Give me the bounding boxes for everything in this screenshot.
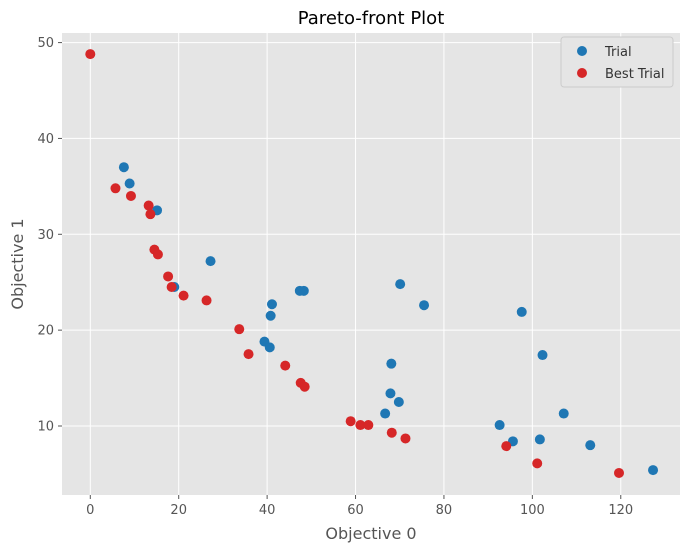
y-tick-label: 10 xyxy=(37,419,54,434)
best-trial-point xyxy=(234,324,245,335)
trial-point xyxy=(494,420,505,431)
trial-point xyxy=(648,465,659,476)
x-tick-label: 20 xyxy=(170,503,187,518)
best-trial-point xyxy=(110,183,121,194)
legend-label-trial: Trial xyxy=(604,45,632,60)
best-trial-point xyxy=(363,420,374,431)
best-trial-point xyxy=(85,49,96,60)
best-trial-point xyxy=(613,467,624,478)
best-trial-point xyxy=(386,427,397,438)
x-tick-label: 120 xyxy=(608,503,633,518)
data-points xyxy=(85,49,659,478)
trial-point xyxy=(585,440,596,451)
trial-point xyxy=(266,299,277,310)
best-trial-point xyxy=(400,433,411,444)
trial-point xyxy=(265,310,276,321)
best-trial-point xyxy=(152,249,163,260)
trial-point xyxy=(118,162,129,173)
legend-marker-trial xyxy=(577,46,587,56)
y-tick-label: 30 xyxy=(37,228,54,243)
best-trial-point xyxy=(178,290,189,301)
best-trial-point xyxy=(163,271,174,282)
trial-point xyxy=(534,434,545,445)
x-tick-label: 80 xyxy=(436,503,453,518)
best-trial-point xyxy=(145,209,156,220)
trial-point xyxy=(264,342,275,353)
best-trial-point xyxy=(355,420,366,431)
y-tick-label: 20 xyxy=(37,324,54,339)
chart-title: Pareto-front Plot xyxy=(298,8,445,29)
y-tick-label: 40 xyxy=(37,132,54,147)
trial-point xyxy=(516,306,527,317)
trial-point xyxy=(298,285,309,296)
trial-point xyxy=(419,300,430,311)
x-tick-label: 100 xyxy=(520,503,545,518)
legend-marker-best-trial xyxy=(577,68,587,78)
plot-area xyxy=(62,33,680,495)
trial-point xyxy=(205,256,216,267)
y-tick-label: 50 xyxy=(37,36,54,51)
trial-point xyxy=(380,408,391,419)
best-trial-point xyxy=(166,282,177,293)
legend: Trial Best Trial xyxy=(560,36,674,88)
best-trial-point xyxy=(299,381,310,392)
best-trial-point xyxy=(125,190,136,201)
x-axis-ticks: 0 20 40 60 80 100 120 xyxy=(86,495,633,518)
best-trial-point xyxy=(201,295,212,306)
x-axis-label: Objective 0 xyxy=(325,524,416,543)
y-axis-ticks: 10 20 30 40 50 xyxy=(37,36,62,434)
best-trial-point xyxy=(280,360,291,371)
trial-point xyxy=(395,279,406,290)
trial-point xyxy=(124,178,135,189)
x-tick-label: 60 xyxy=(347,503,364,518)
best-trial-point xyxy=(143,200,154,211)
x-tick-label: 40 xyxy=(259,503,276,518)
y-axis-label: Objective 1 xyxy=(8,218,27,309)
trial-point xyxy=(558,408,569,419)
legend-box xyxy=(560,36,674,88)
trial-point xyxy=(537,350,548,361)
trial-point xyxy=(385,388,396,399)
x-tick-label: 0 xyxy=(86,503,94,518)
trial-point xyxy=(393,397,404,408)
legend-label-best-trial: Best Trial xyxy=(605,67,664,82)
trial-point xyxy=(386,358,397,369)
best-trial-point xyxy=(501,441,512,452)
best-trial-point xyxy=(532,458,543,469)
best-trial-point xyxy=(243,349,254,360)
best-trial-point xyxy=(345,416,356,427)
